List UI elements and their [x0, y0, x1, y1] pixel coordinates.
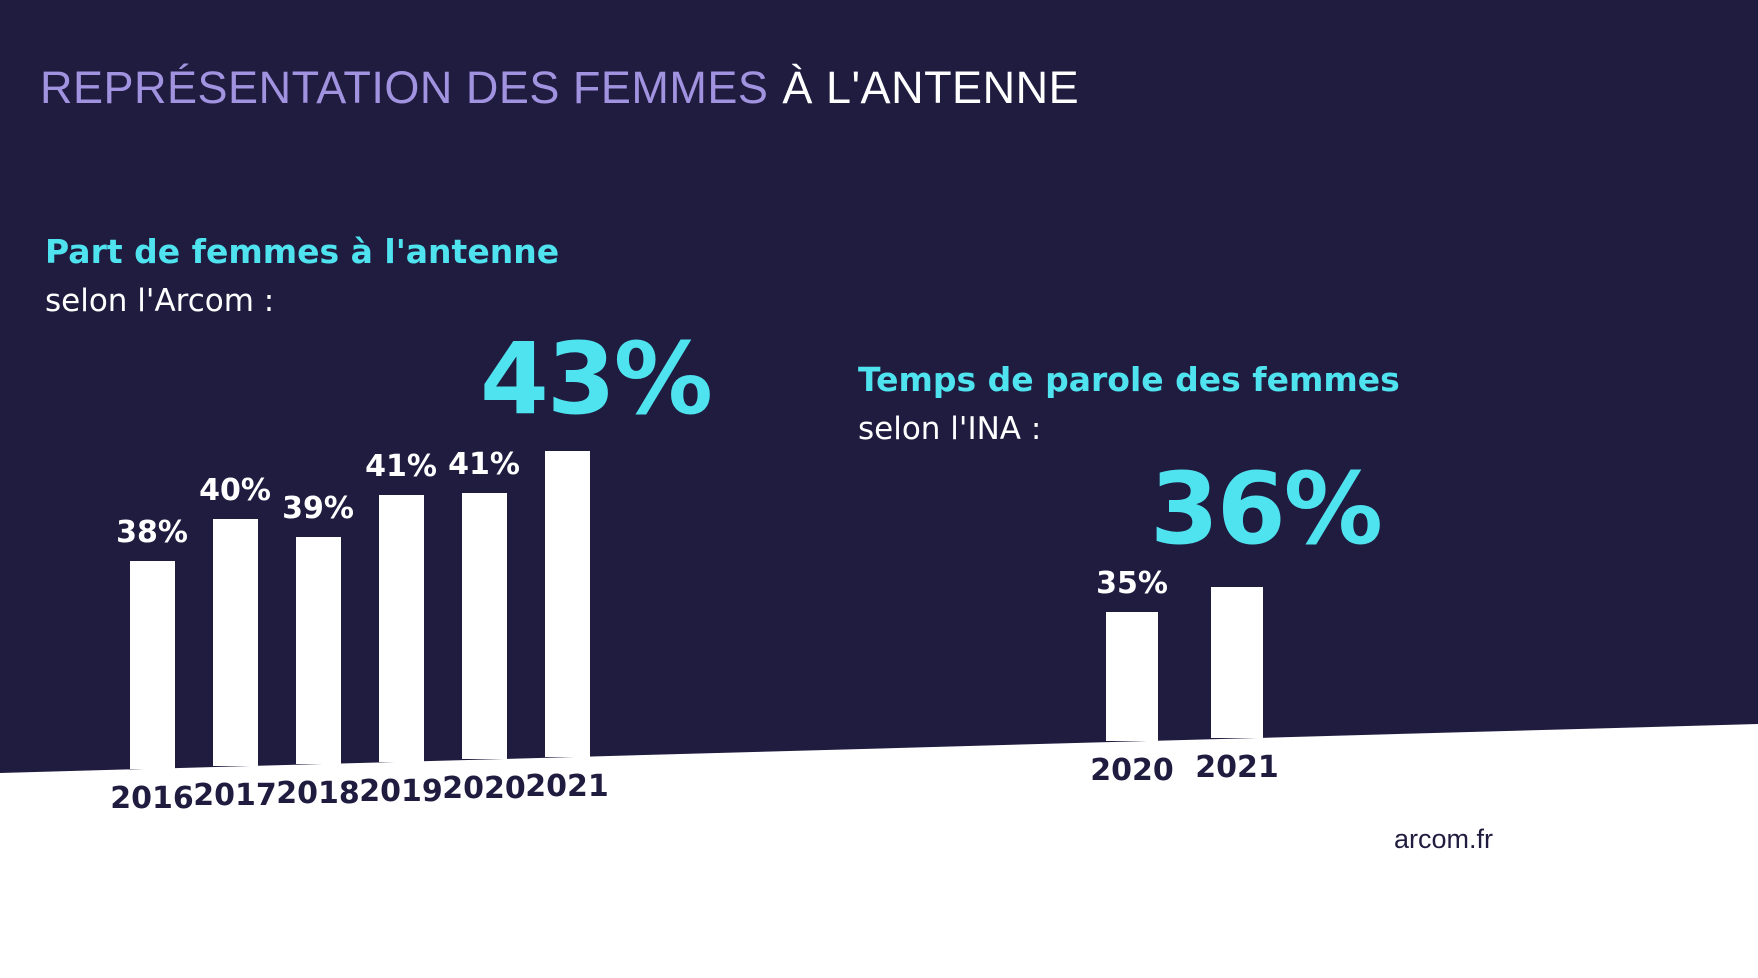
- bar: [129, 560, 175, 769]
- bar: [295, 536, 341, 765]
- bar-year-label: 2017: [193, 778, 277, 814]
- bar: [212, 519, 258, 767]
- arcom-highlight-value: 43%: [480, 322, 713, 437]
- bar: [378, 495, 424, 762]
- arcom-chart-heading: Part de femmes à l'antenne selon l'Arcom…: [45, 226, 559, 325]
- bar-value-label: 41%: [365, 449, 437, 485]
- bar-year-label: 2018: [276, 776, 360, 812]
- bar-year-label: 2020: [1090, 753, 1174, 789]
- ina-chart-subtitle: selon l'INA :: [858, 411, 1042, 448]
- ina-chart-heading: Temps de parole des femmes selon l'INA :: [858, 354, 1400, 453]
- ina-chart-title: Temps de parole des femmes: [858, 360, 1400, 399]
- page-title-highlight: REPRÉSENTATION DES FEMMES: [40, 62, 769, 113]
- bar: [544, 451, 590, 758]
- bar-value-label: 39%: [282, 490, 354, 526]
- bar-year-label: 2019: [359, 773, 443, 809]
- bar-year-label: 2021: [1195, 750, 1279, 786]
- bar-value-label: 38%: [116, 514, 188, 550]
- bar: [1106, 611, 1158, 742]
- bar-year-label: 2020: [442, 771, 526, 807]
- bar: [1211, 586, 1263, 739]
- footer-link[interactable]: arcom.fr: [1394, 824, 1494, 854]
- page-title: REPRÉSENTATION DES FEMMES À L'ANTENNE: [40, 62, 1079, 114]
- bar: [461, 492, 507, 760]
- arcom-chart-subtitle: selon l'Arcom :: [45, 283, 275, 320]
- bar-year-label: 2021: [525, 769, 609, 805]
- bar-value-label: 40%: [199, 473, 271, 509]
- arcom-chart-title: Part de femmes à l'antenne: [45, 232, 560, 271]
- ina-highlight-value: 36%: [1150, 452, 1383, 567]
- bar-year-label: 2016: [110, 780, 194, 816]
- bar-value-label: 41%: [448, 446, 520, 482]
- page-title-rest: À L'ANTENNE: [782, 62, 1080, 113]
- bar-value-label: 35%: [1096, 565, 1168, 601]
